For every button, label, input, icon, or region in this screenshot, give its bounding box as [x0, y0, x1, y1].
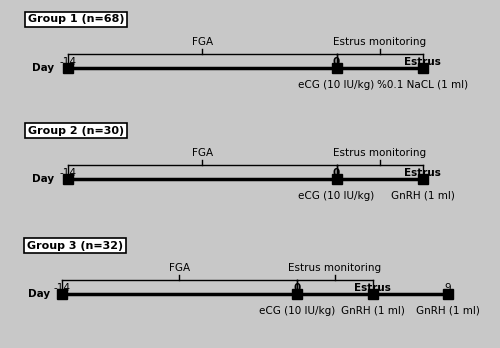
- Text: Day: Day: [32, 63, 54, 73]
- Text: Estrus: Estrus: [404, 168, 442, 178]
- Text: eCG (10 IU/kg): eCG (10 IU/kg): [298, 191, 374, 201]
- Text: -14: -14: [60, 57, 76, 66]
- Text: Estrus: Estrus: [354, 283, 391, 293]
- Text: GnRH (1 ml): GnRH (1 ml): [340, 306, 404, 316]
- Text: FGA: FGA: [192, 37, 213, 47]
- Text: GnRH (1 ml): GnRH (1 ml): [416, 306, 480, 316]
- Text: Estrus monitoring: Estrus monitoring: [288, 263, 382, 273]
- Text: FGA: FGA: [192, 148, 213, 158]
- Text: Day: Day: [28, 289, 50, 299]
- Text: -14: -14: [54, 283, 70, 293]
- Text: 0: 0: [333, 57, 340, 66]
- Text: 9: 9: [444, 283, 452, 293]
- Text: FGA: FGA: [169, 263, 190, 273]
- Text: Day: Day: [32, 174, 54, 184]
- Text: 0: 0: [333, 168, 340, 178]
- Text: %0.1 NaCL (1 ml): %0.1 NaCL (1 ml): [378, 80, 468, 89]
- Text: Group 1 (n=68): Group 1 (n=68): [28, 14, 124, 24]
- Text: Group 3 (n=32): Group 3 (n=32): [26, 240, 123, 251]
- Text: -14: -14: [60, 168, 76, 178]
- Text: Estrus: Estrus: [404, 57, 442, 66]
- Text: 0: 0: [294, 283, 300, 293]
- Text: Estrus monitoring: Estrus monitoring: [333, 148, 426, 158]
- Text: eCG (10 IU/kg): eCG (10 IU/kg): [259, 306, 335, 316]
- Text: Estrus monitoring: Estrus monitoring: [333, 37, 426, 47]
- Text: GnRH (1 ml): GnRH (1 ml): [391, 191, 455, 201]
- Text: Group 2 (n=30): Group 2 (n=30): [28, 126, 124, 136]
- Text: eCG (10 IU/kg): eCG (10 IU/kg): [298, 80, 374, 89]
